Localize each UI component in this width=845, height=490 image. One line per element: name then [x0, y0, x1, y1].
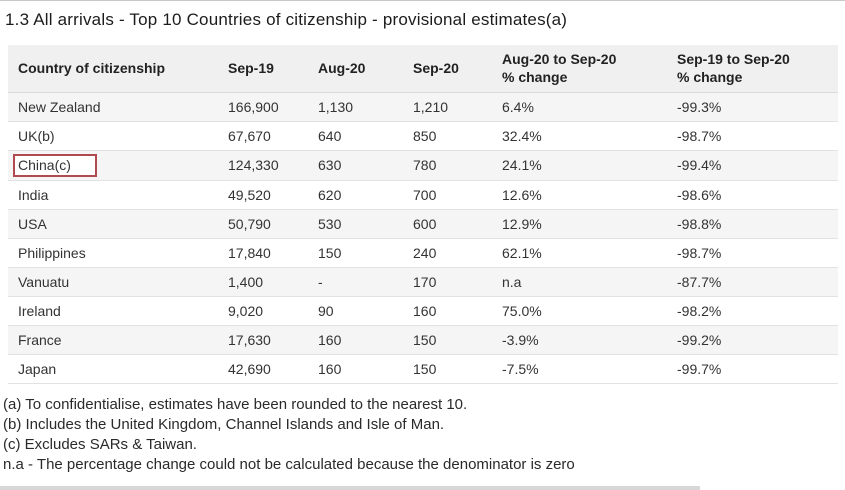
cell-sep19: 124,330 — [218, 150, 308, 181]
cell-aug-to-sep-change: n.a — [492, 267, 667, 297]
cell-aug-to-sep-change: 32.4% — [492, 121, 667, 151]
column-header-aug20: Aug-20 — [308, 45, 403, 93]
column-header-country: Country of citizenship — [8, 45, 218, 93]
cell-sep19: 17,840 — [218, 238, 308, 268]
cell-sep19: 166,900 — [218, 92, 308, 122]
cell-sep19: 67,670 — [218, 121, 308, 151]
cell-sep20: 160 — [403, 296, 492, 326]
cell-sep20: 150 — [403, 354, 492, 384]
cell-country: China(c) — [8, 150, 218, 181]
arrivals-table: Country of citizenship Sep-19 Aug-20 Sep… — [8, 45, 838, 384]
column-header-sep19: Sep-19 — [218, 45, 308, 93]
cell-country: USA — [8, 209, 218, 239]
footnote-b: (b) Includes the United Kingdom, Channel… — [3, 415, 445, 433]
cell-sep-to-sep-change: -99.4% — [667, 150, 838, 181]
table-row: Vanuatu 1,400-170 n.a -87.7% — [8, 267, 838, 297]
table-row: Ireland 9,020 90 160 75.0% -98.2% — [8, 296, 838, 326]
cell-aug-to-sep-change: -3.9% — [492, 325, 667, 355]
cell-sep-to-sep-change: -98.2% — [667, 296, 838, 326]
column-header-aug20-to-sep20-change: Aug-20 to Sep-20% change — [492, 45, 667, 93]
cell-sep19: 50,790 — [218, 209, 308, 239]
cell-sep19: 49,520 — [218, 180, 308, 210]
column-header-sep19-to-sep20-change: Sep-19 to Sep-20% change — [667, 45, 838, 93]
cell-sep20: 780 — [403, 150, 492, 181]
column-header-label: Aug-20 to Sep-20 — [502, 51, 617, 68]
cell-aug20: 1,130 — [308, 92, 403, 122]
cell-aug-to-sep-change: 6.4% — [492, 92, 667, 122]
column-header-label: Sep-19 to Sep-20 — [677, 51, 790, 68]
cell-sep20: 850 — [403, 121, 492, 151]
column-header-label: Sep-19 — [228, 60, 274, 77]
cell-aug20: - — [308, 267, 403, 297]
cell-sep-to-sep-change: -99.2% — [667, 325, 838, 355]
table-row: China(c) 124,330 630 780 24.1% -99.4% — [8, 150, 838, 181]
cell-aug-to-sep-change: 24.1% — [492, 150, 667, 181]
cell-sep-to-sep-change: -98.7% — [667, 238, 838, 268]
table-row: New Zealand 166,900 1,130 1,210 6.4% -99.3% — [8, 92, 838, 122]
cell-sep19: 42,690 — [218, 354, 308, 384]
statistics-report-page: 1.3 All arrivals - Top 10 Countries of c… — [0, 9, 845, 490]
cell-country: India — [8, 180, 218, 210]
page-title: 1.3 All arrivals - Top 10 Countries of c… — [5, 10, 568, 29]
column-header-sep20: Sep-20 — [403, 45, 492, 93]
cell-aug20: 160 — [308, 354, 403, 384]
column-header-sublabel: % change — [502, 69, 568, 86]
cell-aug20: 620 — [308, 180, 403, 210]
cell-aug-to-sep-change: 12.9% — [492, 209, 667, 239]
cell-sep-to-sep-change: -98.6% — [667, 180, 838, 210]
table-row: USA 50,790 530 600 12.9% -98.8% — [8, 209, 838, 239]
cell-sep20: 700 — [403, 180, 492, 210]
cell-aug-to-sep-change: 75.0% — [492, 296, 667, 326]
footnote-c: (c) Excludes SARs & Taiwan. — [3, 435, 197, 453]
cell-sep20: 150 — [403, 325, 492, 355]
column-header-label: Country of citizenship — [18, 60, 165, 77]
table-body: New Zealand 166,900 1,130 1,210 6.4% -99.3% UK… — [8, 92, 838, 384]
cell-sep19: 9,020 — [218, 296, 308, 326]
cell-country: Vanuatu — [8, 267, 218, 297]
highlight-red-box: China(c) — [13, 153, 97, 177]
column-header-label: Sep-20 — [413, 60, 459, 77]
cell-country: UK(b) — [8, 121, 218, 151]
cell-country: France — [8, 325, 218, 355]
cell-sep-to-sep-change: -99.7% — [667, 354, 838, 384]
cell-country: Philippines — [8, 238, 218, 268]
footnote-na: n.a - The percentage change could not be… — [3, 455, 575, 473]
cell-sep-to-sep-change: -87.7% — [667, 267, 838, 297]
cell-sep-to-sep-change: -98.7% — [667, 121, 838, 151]
cell-aug20: 90 — [308, 296, 403, 326]
cell-sep19: 17,630 — [218, 325, 308, 355]
cell-aug-to-sep-change: 12.6% — [492, 180, 667, 210]
cell-sep-to-sep-change: -99.3% — [667, 92, 838, 122]
cell-aug20: 530 — [308, 209, 403, 239]
cell-country: Ireland — [8, 296, 218, 326]
table-header-row: Country of citizenship Sep-19 Aug-20 Sep… — [8, 45, 838, 93]
column-header-label: Aug-20 — [318, 60, 366, 77]
cell-sep19: 1,400 — [218, 267, 308, 297]
table-row: France 17,630 160 150 -3.9% -99.2% — [8, 325, 838, 355]
cell-sep20: 1,210 — [403, 92, 492, 122]
cell-sep20: 170 — [403, 267, 492, 297]
cell-country: Japan — [8, 354, 218, 384]
cell-sep20: 240 — [403, 238, 492, 268]
table-row: Japan 42,690 160 150 -7.5% -99.7% — [8, 354, 838, 384]
cell-sep20: 600 — [403, 209, 492, 239]
column-header-sublabel: % change — [677, 69, 743, 86]
table-row: India 49,520 620 700 12.6% -98.6% — [8, 180, 838, 210]
cell-aug20: 630 — [308, 150, 403, 181]
cell-aug-to-sep-change: -7.5% — [492, 354, 667, 384]
table-row: UK(b) 67,670 640 850 32.4% -98.7% — [8, 121, 838, 151]
footnote-a: (a) To confidentialise, estimates have b… — [3, 395, 468, 413]
footnotes-section: (a) To confidentialise, estimates have b… — [3, 395, 845, 475]
cell-country: New Zealand — [8, 92, 218, 122]
cell-aug20: 640 — [308, 121, 403, 151]
cell-aug-to-sep-change: 62.1% — [492, 238, 667, 268]
cell-aug20: 150 — [308, 238, 403, 268]
bottom-edge-artifact — [0, 486, 700, 490]
cell-aug20: 160 — [308, 325, 403, 355]
cell-sep-to-sep-change: -98.8% — [667, 209, 838, 239]
table-row: Philippines 17,840 150 240 62.1% -98.7% — [8, 238, 838, 268]
